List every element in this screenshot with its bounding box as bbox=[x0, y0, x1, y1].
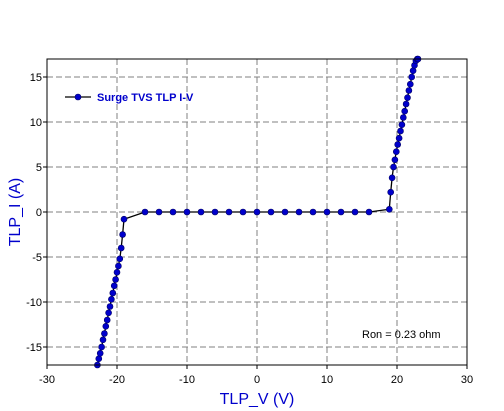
y-axis-label: TLP_I (A) bbox=[7, 178, 24, 246]
data-point bbox=[388, 174, 396, 182]
data-point bbox=[102, 322, 110, 330]
data-point bbox=[408, 73, 416, 81]
data-point bbox=[197, 208, 205, 216]
x-tick-label: 30 bbox=[461, 374, 473, 386]
data-point bbox=[117, 244, 125, 252]
data-point bbox=[120, 215, 128, 223]
x-axis-label: TLP_V (V) bbox=[220, 391, 295, 408]
data-point bbox=[397, 127, 404, 135]
ron-annotation: Ron = 0.23 ohm bbox=[362, 329, 441, 341]
y-tick-label: -5 bbox=[32, 252, 42, 264]
data-point bbox=[391, 156, 399, 164]
x-tick-label: 10 bbox=[321, 374, 333, 386]
data-point bbox=[392, 148, 400, 155]
data-point bbox=[365, 208, 373, 216]
y-tick-label: 5 bbox=[36, 162, 42, 174]
data-point bbox=[387, 188, 395, 196]
legend-entry: Surge TVS TLP I-V bbox=[97, 92, 194, 104]
data-point bbox=[95, 355, 103, 363]
data-point bbox=[113, 268, 121, 276]
data-point bbox=[115, 262, 122, 270]
data-point bbox=[103, 316, 111, 324]
y-tick-label: -15 bbox=[26, 342, 42, 354]
data-point bbox=[99, 336, 107, 344]
data-point bbox=[239, 208, 247, 216]
data-point bbox=[309, 208, 317, 216]
data-point bbox=[211, 208, 219, 216]
data-point bbox=[337, 208, 345, 216]
data-point bbox=[116, 255, 124, 263]
x-tick-label: 20 bbox=[391, 374, 403, 386]
y-tick-label: 10 bbox=[30, 117, 42, 129]
data-point bbox=[394, 141, 402, 148]
legend-marker bbox=[74, 93, 82, 101]
data-point bbox=[323, 208, 331, 216]
data-point bbox=[385, 206, 393, 213]
data-point bbox=[406, 80, 414, 88]
data-point bbox=[98, 343, 105, 351]
x-tick-label: -10 bbox=[179, 374, 195, 386]
tick-labels: -30 -20 -10 0 10 20 30 -15 -10 -5 0 5 10 15 bbox=[26, 72, 473, 386]
y-tick-label: -10 bbox=[26, 297, 42, 309]
data-point bbox=[395, 134, 403, 142]
data-point bbox=[399, 114, 407, 121]
data-point bbox=[398, 121, 406, 128]
data-point bbox=[106, 303, 114, 310]
data-point bbox=[96, 349, 104, 357]
data-point bbox=[405, 87, 413, 94]
data-point bbox=[225, 208, 233, 216]
data-point bbox=[109, 289, 117, 297]
y-tick-label: 15 bbox=[30, 72, 42, 84]
data-point bbox=[108, 295, 115, 303]
data-point bbox=[409, 67, 417, 74]
x-tick-label: -20 bbox=[109, 374, 125, 386]
legend: Surge TVS TLP I-V bbox=[65, 92, 194, 104]
x-tick-label: 0 bbox=[254, 374, 260, 386]
data-point bbox=[390, 163, 397, 171]
data-point bbox=[101, 330, 108, 337]
x-tick-label: -30 bbox=[39, 374, 55, 386]
data-point bbox=[169, 208, 177, 216]
y-tick-label: 0 bbox=[36, 207, 42, 219]
data-point bbox=[404, 94, 411, 101]
data-point bbox=[112, 276, 119, 283]
data-point bbox=[295, 208, 303, 216]
data-point bbox=[267, 208, 275, 216]
data-point bbox=[119, 231, 126, 238]
data-point bbox=[183, 208, 191, 216]
plot-border bbox=[46, 58, 468, 366]
data-point bbox=[402, 100, 410, 108]
data-point bbox=[105, 309, 112, 317]
data-point bbox=[141, 208, 149, 216]
data-point bbox=[110, 282, 118, 290]
data-point bbox=[155, 208, 163, 216]
data-point bbox=[401, 107, 409, 115]
data-point bbox=[253, 208, 261, 216]
data-point bbox=[351, 208, 359, 216]
data-point bbox=[281, 208, 289, 216]
